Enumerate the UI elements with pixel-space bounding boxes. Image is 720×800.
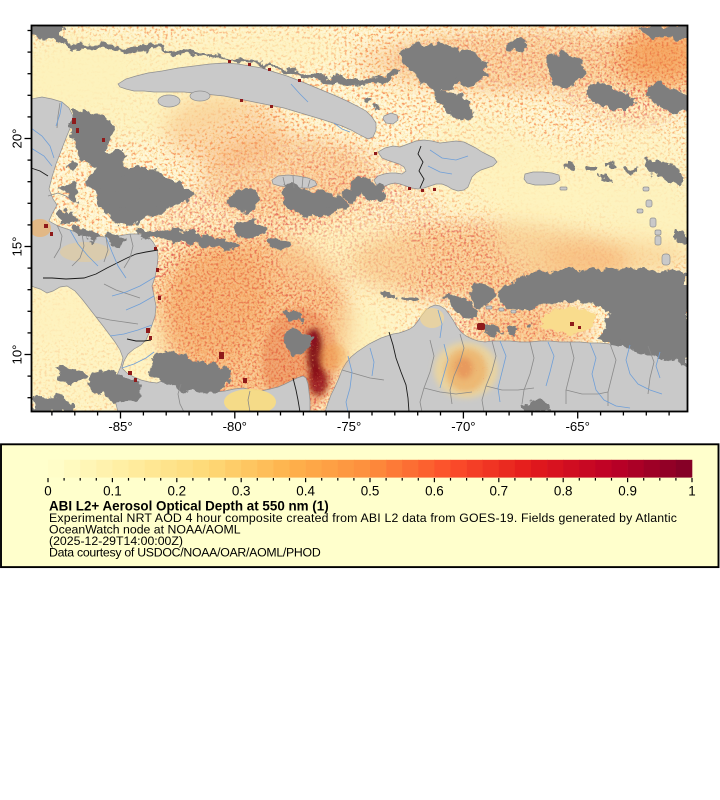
svg-text:0.3: 0.3 xyxy=(232,484,251,499)
svg-text:15°: 15° xyxy=(10,237,25,257)
svg-text:-80°: -80° xyxy=(223,419,247,434)
svg-text:0.5: 0.5 xyxy=(361,484,380,499)
svg-text:0.4: 0.4 xyxy=(296,484,315,499)
svg-text:0.1: 0.1 xyxy=(103,484,122,499)
svg-text:0.9: 0.9 xyxy=(618,484,637,499)
svg-text:0.7: 0.7 xyxy=(489,484,508,499)
svg-text:0: 0 xyxy=(44,484,51,499)
svg-text:OceanWatch node at NOAA/AOML: OceanWatch node at NOAA/AOML xyxy=(49,523,241,537)
svg-text:10°: 10° xyxy=(10,345,25,365)
svg-text:-85°: -85° xyxy=(108,419,132,434)
svg-text:Experimental NRT AOD 4 hour co: Experimental NRT AOD 4 hour composite cr… xyxy=(49,511,677,525)
svg-text:-75°: -75° xyxy=(337,419,361,434)
svg-text:0.6: 0.6 xyxy=(425,484,444,499)
svg-text:-65°: -65° xyxy=(566,419,590,434)
svg-text:-70°: -70° xyxy=(451,419,475,434)
svg-text:20°: 20° xyxy=(10,129,25,149)
svg-text:(2025-12-29T14:00:00Z): (2025-12-29T14:00:00Z) xyxy=(49,534,183,548)
svg-text:0.8: 0.8 xyxy=(554,484,573,499)
svg-text:1: 1 xyxy=(688,484,695,499)
svg-text:0.2: 0.2 xyxy=(167,484,186,499)
svg-text:ABI L2+ Aerosol Optical Depth: ABI L2+ Aerosol Optical Depth at 550 nm … xyxy=(49,499,329,514)
svg-text:Data courtesy of USDOC/NOAA/OA: Data courtesy of USDOC/NOAA/OAR/AOML/PHO… xyxy=(49,546,321,560)
